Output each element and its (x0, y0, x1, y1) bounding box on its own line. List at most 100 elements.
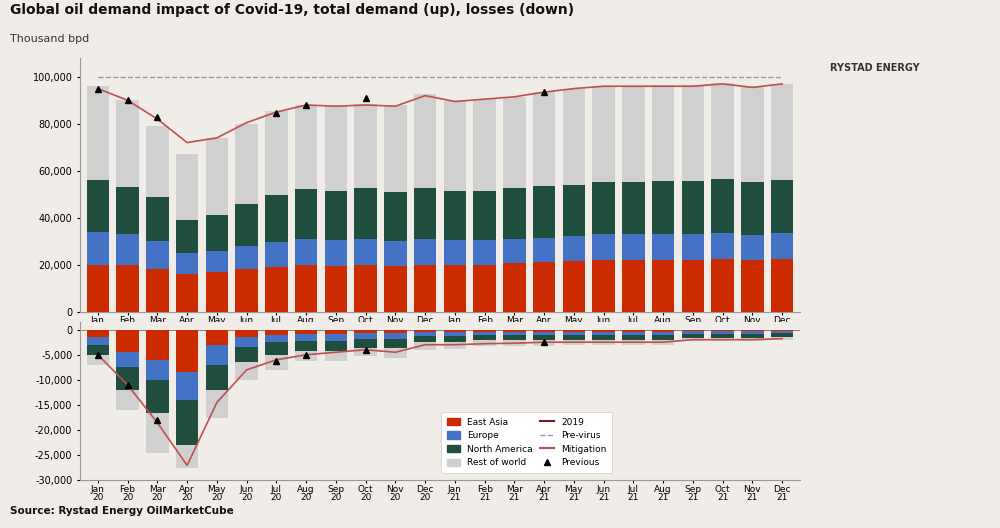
Bar (652, 335, 674, 340)
Bar (146, 360, 169, 380)
Bar (206, 345, 228, 365)
Bar (771, 84, 793, 180)
Bar (503, 335, 526, 340)
Bar (414, 239, 436, 265)
Bar (116, 265, 139, 312)
Bar (503, 263, 526, 312)
Bar (444, 265, 466, 312)
Bar (563, 332, 585, 335)
Bar (176, 445, 198, 468)
Bar (771, 332, 793, 333)
Bar (473, 265, 496, 312)
Bar (146, 412, 169, 453)
Bar (711, 338, 734, 342)
Text: Thousand bpd: Thousand bpd (10, 34, 89, 44)
Bar (295, 341, 317, 351)
Bar (741, 338, 764, 342)
Bar (711, 332, 734, 334)
Bar (206, 215, 228, 250)
Bar (563, 237, 585, 261)
Bar (325, 106, 347, 191)
Bar (235, 362, 258, 380)
Bar (473, 240, 496, 265)
Bar (116, 390, 139, 410)
Bar (265, 335, 288, 342)
Bar (592, 340, 615, 345)
Bar (563, 329, 585, 332)
Bar (592, 260, 615, 312)
Bar (384, 329, 407, 333)
Bar (414, 95, 436, 188)
Bar (265, 342, 288, 355)
Bar (563, 185, 585, 237)
Bar (206, 365, 228, 390)
Bar (622, 332, 645, 335)
Bar (533, 329, 555, 332)
Bar (146, 380, 169, 412)
Text: Source: Rystad Energy OilMarketCube: Source: Rystad Energy OilMarketCube (10, 506, 234, 516)
Bar (473, 99, 496, 191)
Bar (533, 335, 555, 340)
Bar (414, 342, 436, 350)
Bar (652, 329, 674, 332)
Bar (682, 260, 704, 312)
Bar (473, 335, 496, 340)
Bar (771, 329, 793, 332)
Bar (235, 246, 258, 269)
Bar (592, 183, 615, 234)
Bar (473, 340, 496, 346)
Bar (176, 274, 198, 312)
Bar (354, 329, 377, 333)
Bar (771, 337, 793, 340)
Bar (741, 183, 764, 235)
Bar (652, 332, 674, 335)
Bar (741, 260, 764, 312)
Bar (622, 260, 645, 312)
Bar (533, 92, 555, 186)
Bar (325, 329, 347, 334)
Bar (235, 204, 258, 246)
Bar (87, 329, 109, 337)
Bar (235, 329, 258, 337)
Bar (622, 86, 645, 183)
Bar (771, 180, 793, 233)
Bar (652, 85, 674, 181)
Bar (235, 269, 258, 312)
Bar (295, 105, 317, 190)
Bar (325, 334, 347, 341)
Bar (652, 234, 674, 260)
Bar (325, 240, 347, 266)
Bar (295, 334, 317, 341)
Bar (682, 234, 704, 260)
Bar (473, 329, 496, 332)
Bar (652, 181, 674, 234)
Bar (473, 191, 496, 240)
Bar (414, 336, 436, 342)
Bar (384, 192, 407, 241)
Text: RYSTAD ENERGY: RYSTAD ENERGY (830, 63, 920, 73)
Bar (384, 105, 407, 192)
Bar (444, 329, 466, 332)
Bar (741, 332, 764, 334)
Bar (265, 267, 288, 312)
Bar (176, 154, 198, 220)
Bar (87, 265, 109, 312)
Bar (563, 335, 585, 340)
Bar (592, 86, 615, 183)
Bar (265, 329, 288, 335)
Bar (354, 188, 377, 239)
Bar (206, 250, 228, 271)
Bar (87, 337, 109, 345)
Bar (354, 265, 377, 312)
Bar (444, 332, 466, 336)
Bar (503, 97, 526, 188)
Bar (711, 259, 734, 312)
Bar (176, 329, 198, 372)
Bar (533, 238, 555, 262)
Bar (265, 242, 288, 267)
Bar (325, 191, 347, 240)
Bar (771, 333, 793, 337)
Bar (116, 187, 139, 234)
Bar (444, 240, 466, 265)
Bar (295, 329, 317, 334)
